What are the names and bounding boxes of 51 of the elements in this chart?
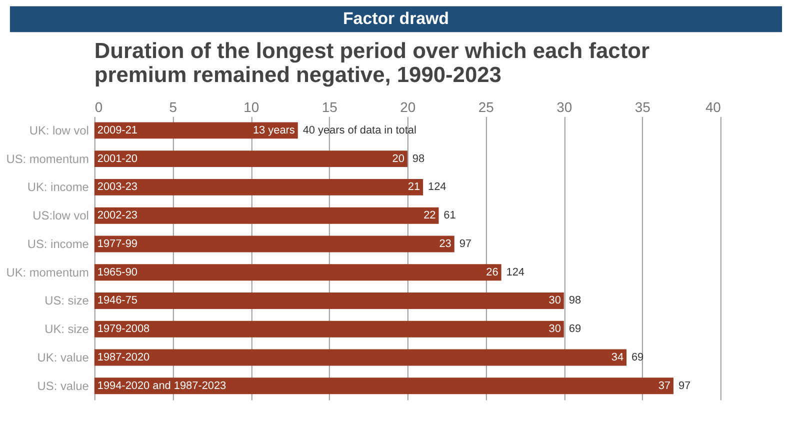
annotation: 1977-99 [97, 238, 138, 250]
y-tick-label: US: momentum [6, 152, 89, 166]
annotation: 2001-20 [97, 152, 138, 165]
y-tick-label: UK: income [27, 180, 90, 194]
annotation: 1979-2008 [97, 323, 150, 336]
annotation: 124 [428, 181, 446, 194]
annotation: 2009-21 [97, 124, 138, 136]
x-tick-label: 40 [705, 99, 722, 116]
chart-subtitle: Duration of the longest period over which each factor premium remained negative, 1990-2023 [94, 38, 650, 87]
data-label: 21 [408, 181, 420, 194]
annotation: 98 [412, 152, 425, 165]
annotation: 2003-23 [97, 181, 138, 194]
annotation: 1987-2020 [97, 351, 150, 364]
chart-title: Factor drawd [343, 9, 449, 28]
x-tick-label: 0 [94, 99, 103, 116]
y-tick-label: UK: momentum [6, 265, 89, 280]
data-label: 30 [548, 323, 561, 336]
data-label: 13 years [252, 124, 296, 136]
data-label: 34 [611, 351, 624, 364]
annotation: 1965-90 [97, 266, 138, 278]
x-tick-label: 25 [478, 99, 494, 116]
data-label: 20 [392, 152, 404, 165]
annotation: 1994-2020 and 1987-2023 [97, 380, 226, 392]
annotation: 40 years of data in total [302, 124, 416, 136]
data-label: 30 [548, 294, 561, 307]
y-tick-label: UK: value [37, 350, 90, 364]
annotation: 2002-23 [97, 210, 138, 222]
data-label: 26 [486, 266, 498, 278]
y-tick-label: US: income [27, 236, 90, 251]
y-tick-label: UK: size [44, 322, 90, 336]
annotation: 124 [506, 266, 525, 278]
x-tick-label: 35 [634, 99, 651, 116]
data-label: 23 [439, 238, 452, 250]
y-tick-label: US: size [44, 294, 90, 308]
x-tick-label: 15 [322, 99, 338, 116]
annotation: 69 [631, 351, 644, 364]
x-tick-label: 30 [556, 99, 572, 116]
x-tick-label: 5 [169, 99, 178, 116]
y-tick-label: US: value [37, 378, 90, 393]
annotation: 98 [568, 294, 582, 307]
annotation: 97 [459, 238, 472, 250]
annotation: 1946-75 [97, 294, 138, 307]
x-tick-label: 20 [400, 99, 416, 116]
annotation: 61 [444, 210, 456, 222]
y-tick-label: UK: low vol [29, 123, 89, 138]
annotation: 97 [678, 380, 691, 392]
data-label: 22 [424, 210, 436, 222]
x-tick-label: 10 [244, 99, 260, 116]
y-tick-label: US:low vol [32, 208, 89, 223]
data-label: 37 [658, 380, 670, 392]
annotation: 69 [568, 323, 582, 336]
